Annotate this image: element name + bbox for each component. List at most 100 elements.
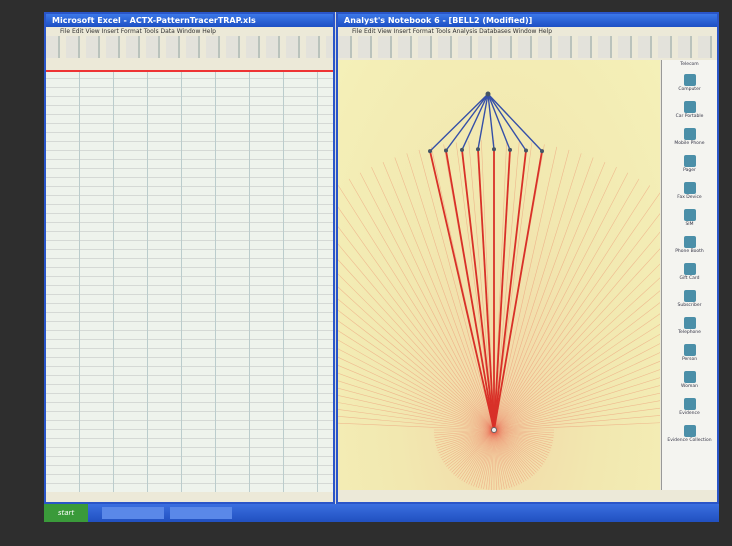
faint-link — [478, 429, 495, 489]
faint-link — [463, 429, 495, 483]
palette-item[interactable]: Evidence — [662, 398, 717, 416]
faint-link — [455, 429, 495, 477]
faint-link — [493, 429, 525, 483]
link — [477, 93, 489, 150]
faint-link — [493, 429, 533, 477]
faint-link — [359, 172, 495, 431]
faint-link — [418, 149, 495, 431]
faint-link — [493, 429, 520, 485]
faint-link — [493, 429, 549, 456]
palette-item[interactable]: Fax Device — [662, 182, 717, 200]
link — [487, 93, 495, 150]
faint-link — [493, 429, 541, 469]
faint-link — [453, 429, 495, 475]
link — [493, 150, 527, 431]
palette-label: Mobile Phone — [674, 141, 705, 146]
faint-link — [493, 429, 537, 473]
spreadsheet-grid — [46, 70, 333, 492]
palette-item[interactable]: Pager — [662, 155, 717, 173]
start-button[interactable]: start — [44, 504, 88, 522]
palette-item[interactable]: Evidence Collection — [662, 425, 717, 443]
link-chart — [204, 91, 719, 490]
link — [429, 150, 495, 431]
node — [444, 148, 448, 153]
faint-link — [493, 390, 719, 431]
faint-link — [493, 429, 518, 486]
faint-link — [493, 429, 515, 487]
faint-link — [371, 167, 495, 431]
faint-link — [461, 429, 495, 481]
link — [445, 150, 495, 431]
faint-link — [317, 199, 495, 431]
palette-label: Gift Card — [679, 276, 700, 281]
link — [429, 93, 489, 152]
faint-link — [394, 157, 495, 431]
palette-item[interactable]: Phone Booth — [662, 236, 717, 254]
link — [461, 149, 495, 431]
link — [445, 93, 489, 151]
palette-label: Person — [681, 357, 698, 362]
node — [540, 149, 544, 154]
faint-link — [493, 185, 651, 431]
faint-link — [493, 410, 719, 431]
faint-link — [493, 429, 527, 481]
toolbar — [46, 36, 333, 58]
notebook-window: Analyst's Notebook 6 - [BELL2 (Modified)… — [204, 12, 719, 504]
faint-link — [449, 429, 495, 471]
faint-link — [493, 312, 719, 431]
task-button[interactable] — [170, 507, 232, 519]
faint-link — [493, 429, 552, 449]
link — [461, 93, 489, 151]
node — [524, 148, 528, 153]
faint-link — [459, 429, 495, 480]
faint-link — [493, 146, 558, 431]
faint-link — [493, 429, 544, 465]
menu-bar[interactable]: File Edit View Insert Format Tools Analy… — [352, 28, 553, 35]
palette-item[interactable]: SIM — [662, 209, 717, 227]
faint-link — [493, 429, 522, 484]
faint-link — [493, 286, 719, 431]
faint-link — [493, 429, 500, 490]
palette-label: Evidence — [679, 411, 700, 416]
palette-item[interactable]: Gift Card — [662, 263, 717, 281]
faint-link — [493, 429, 503, 490]
faint-link — [493, 199, 671, 431]
palette-label: Telephone — [678, 330, 701, 335]
faint-link — [493, 347, 719, 431]
faint-link — [493, 429, 497, 490]
palette-item[interactable]: Telephone — [662, 317, 717, 335]
faint-link — [493, 167, 617, 431]
faint-link — [466, 429, 495, 484]
faint-link — [434, 429, 495, 439]
excel-window: Microsoft Excel - ACTX-PatternTracerTRAP… — [44, 12, 335, 504]
palette-label: Computer — [678, 87, 701, 92]
node — [492, 147, 496, 152]
palette-label: SIM — [685, 222, 694, 227]
faint-link — [493, 429, 539, 471]
faint-link — [434, 429, 495, 441]
palette-item[interactable]: Subscriber — [662, 290, 717, 308]
faint-link — [493, 369, 719, 431]
faint-link — [468, 141, 495, 431]
faint-link — [348, 178, 495, 431]
faint-link — [435, 429, 495, 446]
faint-link — [485, 429, 495, 490]
faint-link — [493, 157, 594, 431]
faint-link — [438, 429, 495, 454]
faint-link — [493, 224, 700, 431]
faint-link — [437, 429, 495, 451]
palette-item[interactable]: Person — [662, 344, 717, 362]
faint-link — [491, 429, 495, 490]
palette-item[interactable]: Car Portable — [662, 101, 717, 119]
palette-item[interactable]: Mobile Phone — [662, 128, 717, 146]
link — [493, 150, 543, 431]
faint-link — [493, 429, 510, 489]
task-button[interactable] — [102, 507, 164, 519]
palette-item[interactable]: Woman — [662, 371, 717, 389]
palette-item[interactable]: Computer — [662, 74, 717, 92]
palette-label: Car Portable — [675, 114, 704, 119]
faint-link — [447, 429, 495, 469]
menu-bar[interactable]: File Edit View Insert Format Tools Data … — [60, 28, 216, 35]
faint-link — [493, 429, 529, 480]
